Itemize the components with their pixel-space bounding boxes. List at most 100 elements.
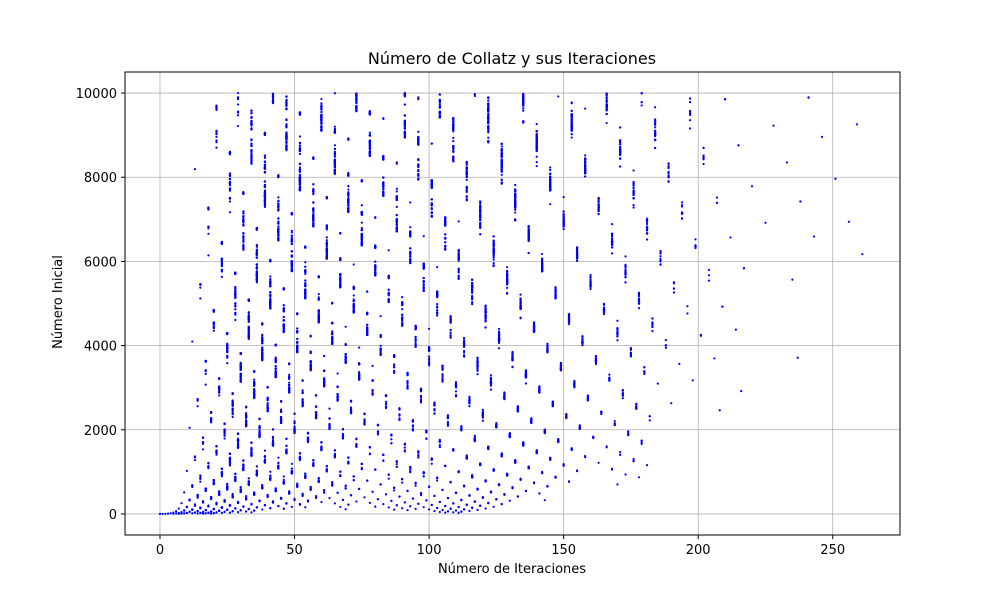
data-point [234,507,237,510]
data-point [177,511,180,515]
data-point [253,380,256,383]
data-point [323,354,326,357]
data-point [212,478,215,482]
data-point [331,330,334,333]
data-point [199,511,202,515]
data-point [484,304,487,307]
data-point [274,487,277,490]
data-point [519,477,522,480]
data-point [204,508,207,512]
data-point [188,510,191,513]
data-point [417,502,420,505]
data-point [290,505,293,508]
data-point [279,496,283,499]
data-point [239,488,242,491]
data-point [309,334,312,337]
data-point [554,475,557,478]
data-point [627,430,630,433]
data-point [282,315,285,319]
data-point [417,450,420,453]
data-point [691,379,694,382]
data-point [479,462,482,465]
data-point [258,424,261,428]
data-point [422,475,425,478]
data-point [414,507,417,510]
data-point [403,449,406,452]
data-point [473,436,476,439]
data-point [368,501,371,504]
data-point [226,331,229,335]
data-point [231,510,234,513]
data-point [258,499,261,502]
data-point [438,443,441,447]
data-point [212,308,215,311]
data-point [471,473,474,477]
data-point [344,508,347,511]
data-point [191,508,194,511]
data-point [427,357,431,360]
data-point [411,428,415,431]
data-point [325,467,328,471]
data-point [306,436,310,439]
data-point [678,362,681,365]
data-point [323,377,326,380]
data-point [325,465,328,468]
data-point [393,508,396,511]
data-point [309,363,312,366]
data-point [417,453,420,457]
data-point [524,382,528,385]
data-point [522,441,525,444]
data-point [296,337,299,340]
data-point [196,493,199,496]
data-point [481,419,484,422]
data-point [253,491,256,494]
data-point [374,505,377,508]
data-point [368,452,371,455]
data-point [444,464,447,467]
data-point [226,484,229,488]
data-point [210,495,213,499]
data-point [398,495,401,498]
data-point [298,502,302,505]
data-point [231,392,234,395]
data-point [220,470,223,474]
data-point [446,420,450,424]
data-point [204,487,207,490]
data-point [519,316,522,319]
data-point [686,305,689,308]
data-point [433,509,436,513]
data-point [344,484,347,487]
data-point [516,495,519,498]
data-point [274,365,277,368]
data-point [199,474,202,477]
data-point [312,459,315,462]
data-point [427,355,431,358]
data-point [293,412,296,415]
data-point [637,476,641,479]
data-point [175,512,178,515]
data-point [371,364,374,367]
data-point [584,454,587,458]
data-point [180,511,183,514]
data-point [360,466,363,469]
data-point [296,482,299,485]
data-point [629,346,633,350]
data-point [218,385,221,388]
data-point [242,505,245,508]
data-point [347,456,350,459]
data-point [239,372,242,375]
data-point [436,309,439,312]
data-point [419,492,423,495]
data-point [215,449,218,452]
data-point [713,357,716,360]
data-point [301,492,304,495]
data-point [333,502,336,505]
data-point [212,507,215,510]
data-point [323,369,326,372]
data-point [196,397,199,401]
data-point [427,345,431,349]
data-point [323,491,326,494]
data-point [487,445,490,448]
